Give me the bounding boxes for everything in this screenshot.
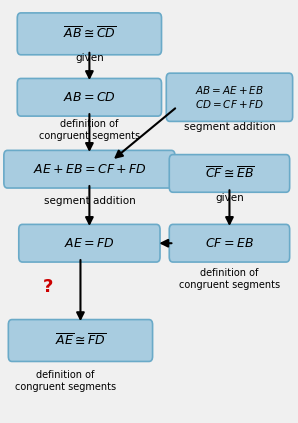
Text: $AE + EB = CF + FD$: $AE + EB = CF + FD$ [32, 163, 146, 176]
Text: given: given [215, 193, 244, 203]
Text: $AB = CD$: $AB = CD$ [63, 91, 116, 104]
Text: definition of
congruent segments: definition of congruent segments [15, 370, 116, 392]
FancyBboxPatch shape [169, 225, 290, 262]
Text: definition of
congruent segments: definition of congruent segments [39, 119, 140, 141]
Text: $CF = EB$: $CF = EB$ [205, 237, 254, 250]
Text: segment addition: segment addition [44, 196, 135, 206]
Text: $\overline{AE} \cong \overline{FD}$: $\overline{AE} \cong \overline{FD}$ [55, 333, 106, 348]
FancyBboxPatch shape [166, 73, 293, 121]
Text: $\overline{AB} \cong \overline{CD}$: $\overline{AB} \cong \overline{CD}$ [63, 26, 116, 41]
Text: $\overline{CF} \cong \overline{EB}$: $\overline{CF} \cong \overline{EB}$ [205, 166, 254, 181]
FancyBboxPatch shape [17, 79, 162, 116]
Text: $AE = FD$: $AE = FD$ [64, 237, 115, 250]
FancyBboxPatch shape [169, 155, 290, 192]
FancyBboxPatch shape [8, 320, 153, 361]
Text: $AB = AE + EB$
$CD = CF + FD$: $AB = AE + EB$ $CD = CF + FD$ [195, 84, 264, 110]
FancyBboxPatch shape [4, 151, 175, 188]
FancyBboxPatch shape [19, 225, 160, 262]
Text: ?: ? [43, 278, 53, 296]
FancyBboxPatch shape [17, 13, 162, 55]
Text: segment addition: segment addition [184, 122, 275, 132]
Text: definition of
congruent segments: definition of congruent segments [179, 268, 280, 290]
Text: given: given [75, 53, 104, 63]
